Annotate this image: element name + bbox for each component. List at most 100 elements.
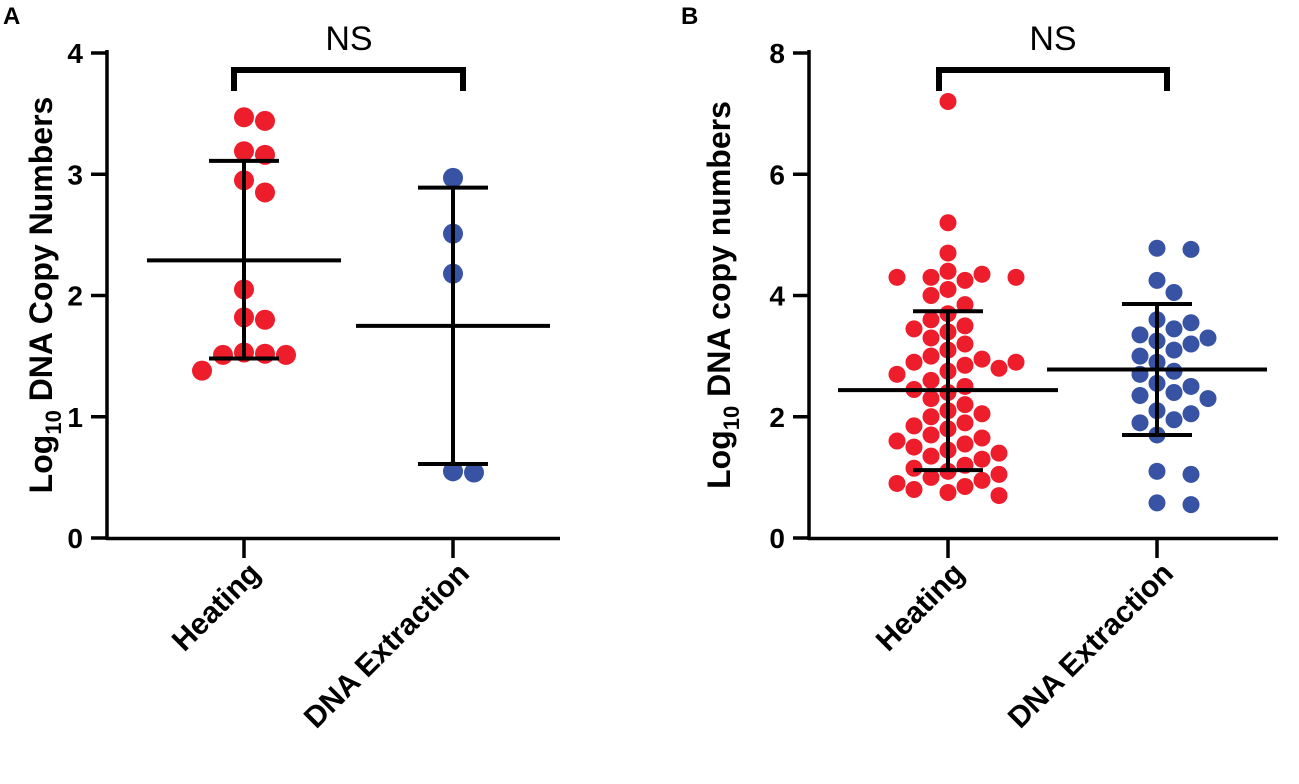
panel-b-point-extraction (1182, 377, 1200, 395)
panel-b-point-extraction (1182, 335, 1200, 353)
panel-b-point-extraction (1165, 341, 1183, 359)
panel-a-error-bars (147, 158, 550, 467)
panel-b-point-extraction (1182, 405, 1200, 423)
panel-a-x-ticks (242, 540, 455, 558)
panel-b-category-label-heating: Heating (870, 557, 971, 658)
panel-a-point-heating (255, 343, 275, 364)
panel-b-significance-bracket (936, 67, 1170, 91)
panel-b-point-heating (956, 317, 974, 335)
panel-a-points (192, 107, 484, 483)
panel-a-point-heating (255, 309, 275, 330)
panel-b-point-heating (922, 347, 940, 365)
panel-b-point-heating (922, 268, 940, 286)
panel-b-point-heating (956, 435, 974, 453)
panel-b-y-tick-label: 8 (769, 38, 785, 69)
panel-b-point-heating (990, 359, 1008, 377)
panel-a-point-heating (234, 107, 254, 128)
panel-b-point-extraction (1148, 462, 1166, 480)
panel-b-category-label-extraction: DNA Extraction (1002, 557, 1180, 735)
panel-b-point-extraction (1148, 239, 1166, 257)
panel-b-point-extraction (1165, 320, 1183, 338)
panel-b: B Log10 DNA copy numbers 0 2 4 6 8 Heating D… (681, 3, 1278, 735)
panel-b-y-ticks: 0 2 4 6 8 (769, 38, 809, 554)
panel-a: A Log10 DNA Copy Numbers 0 1 2 3 4 Heating D… (3, 3, 560, 735)
panel-b-point-heating (939, 484, 957, 502)
panel-b-y-tick-label: 4 (769, 281, 785, 312)
panel-b-point-heating (939, 93, 957, 110)
panel-b-point-heating (973, 471, 991, 489)
panel-b-point-heating (922, 287, 940, 304)
panel-a-category-label-heating: Heating (166, 557, 267, 658)
panel-a-point-heating (192, 360, 212, 381)
panel-b-point-extraction (1165, 411, 1183, 429)
panel-b-point-extraction (1131, 347, 1149, 365)
panel-b-point-extraction (1148, 271, 1166, 289)
panel-b-point-extraction (1182, 240, 1200, 258)
panel-b-point-heating (905, 481, 923, 498)
panel-a-y-axis-title: Log10 DNA Copy Numbers (23, 97, 66, 494)
panel-b-point-heating (905, 417, 923, 435)
panel-b-point-heating (922, 311, 940, 329)
panel-b-point-heating (956, 477, 974, 495)
panel-b-point-heating (956, 296, 974, 314)
panel-a-point-heating (234, 141, 254, 162)
panel-b-y-axis-title: Log10 DNA copy numbers (701, 101, 744, 489)
panel-b-point-heating (1007, 268, 1025, 286)
panel-b-point-extraction (1165, 283, 1183, 301)
panel-b-point-extraction (1148, 494, 1166, 512)
panel-b-point-heating (956, 396, 974, 414)
panel-a-y-tick-label: 1 (67, 402, 83, 433)
panel-b-y-tick-label: 0 (769, 523, 785, 554)
panel-a-y-tick-label: 0 (67, 523, 83, 554)
panel-b-significance-label: NS (1029, 20, 1076, 58)
panel-b-point-heating (956, 414, 974, 432)
panel-a-letter: A (3, 3, 20, 30)
panel-b-point-heating (939, 214, 957, 232)
panel-b-point-heating (939, 244, 957, 262)
panel-b-point-heating (922, 408, 940, 426)
panel-a-point-extraction (443, 461, 463, 482)
panel-b-point-extraction (1131, 414, 1149, 432)
panel-b-point-heating (922, 468, 940, 486)
panel-b-point-extraction (1182, 496, 1200, 514)
panel-b-point-heating (888, 268, 906, 286)
panel-b-y-tick-label: 2 (769, 402, 785, 433)
panel-b-point-extraction (1199, 329, 1217, 347)
panel-b-point-heating (973, 405, 991, 423)
panel-b-letter: B (681, 3, 698, 30)
panel-b-point-heating (990, 487, 1008, 505)
panel-b-point-heating (956, 271, 974, 289)
panel-b-point-heating (990, 444, 1008, 462)
panel-b-point-heating (922, 329, 940, 347)
panel-b-point-heating (956, 377, 974, 395)
panel-b-point-heating (922, 390, 940, 408)
panel-b-point-heating (1007, 353, 1025, 371)
panel-b-point-heating (905, 438, 923, 456)
panel-a-y-tick-label: 4 (67, 38, 83, 69)
panel-b-point-heating (939, 262, 957, 280)
panel-b-point-heating (922, 447, 940, 465)
panel-b-point-heating (973, 450, 991, 468)
panel-b-point-heating (905, 320, 923, 338)
panel-b-point-heating (905, 353, 923, 371)
panel-a-y-tick-label: 2 (67, 281, 83, 312)
panel-b-point-extraction (1165, 384, 1183, 401)
panel-a-y-ticks: 0 1 2 3 4 (67, 38, 107, 554)
panel-b-point-extraction (1182, 465, 1200, 483)
panel-a-point-extraction (443, 167, 463, 188)
panel-a-category-label-extraction: DNA Extraction (298, 557, 476, 735)
panel-b-points (888, 93, 1217, 514)
panel-b-point-heating (922, 426, 940, 444)
panel-b-point-heating (939, 280, 957, 298)
panel-a-significance-label: NS (325, 20, 372, 58)
panel-a-point-extraction (464, 462, 484, 483)
panel-b-point-heating (888, 474, 906, 492)
panel-b-point-heating (888, 432, 906, 450)
panel-b-point-heating (990, 465, 1008, 483)
panel-a-y-tick-label: 3 (67, 159, 83, 190)
panel-b-point-heating (973, 350, 991, 368)
panel-a-point-heating (276, 344, 296, 365)
panel-b-point-extraction (1131, 326, 1149, 344)
panel-b-y-tick-label: 6 (769, 159, 785, 190)
